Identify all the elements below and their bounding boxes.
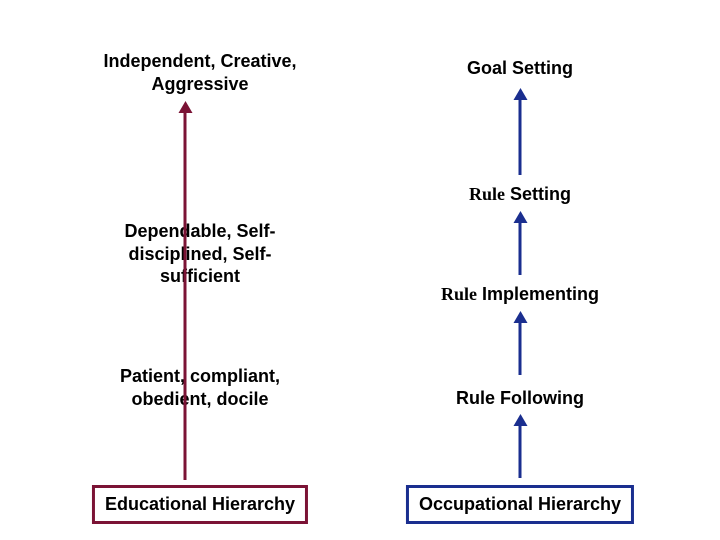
serif-rule-2: Rule [441,284,477,304]
left-label-2: Dependable, Self-disciplined, Self-suffi… [90,220,310,288]
right-label-3: Rule Implementing [410,283,630,306]
serif-rule-1: Rule [469,184,505,204]
right-arrow-2 [519,220,522,275]
right-label-1: Goal Setting [410,57,630,80]
left-label-1: Independent, Creative, Aggressive [90,50,310,95]
rest-implementing: Implementing [477,284,599,304]
right-base-box: Occupational Hierarchy [406,485,634,524]
left-base-box: Educational Hierarchy [92,485,308,524]
right-column: Goal Setting Rule Setting Rule Implement… [360,25,680,515]
diagram-container: Independent, Creative, Aggressive Depend… [0,0,720,540]
left-label-3: Patient, compliant, obedient, docile [90,365,310,410]
right-label-2: Rule Setting [410,183,630,206]
right-label-4: Rule Following [410,387,630,410]
rest-setting: Setting [505,184,571,204]
right-arrow-3 [519,320,522,375]
right-arrow-4 [519,423,522,478]
left-column: Independent, Creative, Aggressive Depend… [40,25,360,515]
right-arrow-1 [519,97,522,175]
left-arrow-1 [184,110,187,480]
